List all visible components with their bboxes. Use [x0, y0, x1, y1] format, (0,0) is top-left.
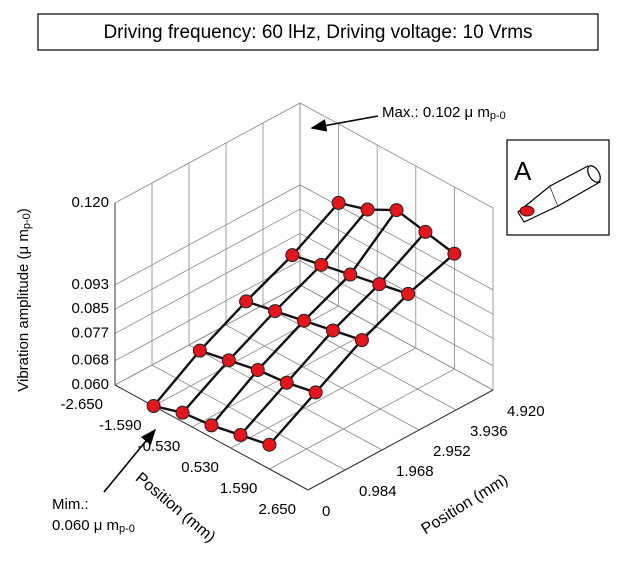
probe-end — [587, 165, 601, 183]
data-point — [331, 195, 346, 210]
data-point — [192, 343, 207, 358]
x-tick-label: 0.530 — [181, 459, 219, 476]
axis-edge — [307, 389, 494, 491]
data-point — [314, 257, 329, 272]
grid-line — [299, 184, 494, 291]
grid-line — [114, 233, 301, 334]
y-axis-label: Position (mm) — [419, 471, 512, 538]
data-point — [308, 385, 323, 400]
z-tick-label: 0.085 — [71, 300, 109, 317]
max-annotation-main: Max.: 0.102 μ m — [382, 104, 490, 121]
max-annotation: Max.: 0.102 μ mp-0 — [382, 104, 506, 122]
grid-line — [225, 324, 420, 431]
x-tick-label: 1.590 — [220, 480, 258, 497]
inset-label: A — [514, 156, 532, 186]
data-point — [279, 375, 294, 390]
y-tick-label: 1.968 — [396, 463, 434, 480]
data-point — [268, 304, 283, 319]
z-axis-label-end: ) — [15, 208, 32, 213]
z-tick-label: 0.077 — [71, 324, 109, 341]
grid-line — [299, 102, 494, 209]
data-point — [239, 294, 254, 309]
chart-title: Driving frequency: 60 lHz, Driving volta… — [103, 22, 532, 43]
x-axis-label: Position (mm) — [132, 470, 219, 546]
max-annotation-sub: p-0 — [490, 110, 506, 122]
y-tick-label: 2.952 — [433, 443, 471, 460]
x-tick-label: -1.590 — [99, 417, 142, 434]
data-point — [447, 246, 462, 261]
grid-line — [262, 304, 457, 411]
grid-line — [299, 284, 494, 391]
y-tick-label: 0 — [322, 503, 330, 520]
min-annotation: Mim.: — [52, 496, 89, 513]
grid-line — [114, 284, 301, 386]
min-annotation-value: 0.060 μ mp-0 — [52, 517, 135, 535]
data-point — [262, 437, 277, 452]
grid-line — [151, 364, 346, 471]
grid-line — [114, 208, 301, 310]
z-axis-label: Vibration amplitude (μ mp-0) — [15, 208, 33, 392]
grid-line — [188, 344, 383, 451]
data-point — [175, 405, 190, 420]
data-point — [401, 286, 416, 301]
y-tick-label: 0.984 — [359, 483, 397, 500]
z-axis-label-sub: p-0 — [21, 213, 33, 229]
y-tick-label: 3.936 — [470, 423, 508, 440]
data-point — [250, 363, 265, 378]
grid-line — [230, 347, 416, 449]
grid-line — [299, 233, 494, 339]
data-point — [354, 333, 369, 348]
z-tick-label: 0.120 — [71, 194, 109, 211]
z-axis-label-main: Vibration amplitude (μ m — [15, 229, 32, 392]
x-tick-label: -0.530 — [138, 438, 181, 455]
data-point — [297, 313, 311, 328]
grid-line — [299, 260, 494, 367]
min-annotation-main: 0.060 μ m — [52, 517, 119, 534]
z-tick-label: 0.068 — [71, 352, 109, 369]
x-tick-label: 2.650 — [258, 501, 296, 518]
probe-spot — [519, 205, 535, 217]
surface — [146, 195, 462, 452]
z-tick-label: 0.060 — [71, 376, 109, 393]
data-point — [146, 399, 161, 413]
data-point — [204, 418, 219, 433]
max-arrow — [310, 115, 379, 132]
grid-line — [299, 208, 494, 315]
axis-edge — [114, 384, 309, 491]
x-tick-label: -2.650 — [60, 396, 103, 413]
data-point — [221, 353, 236, 368]
min-arrow — [103, 428, 157, 493]
data-point — [233, 428, 248, 443]
data-point — [343, 267, 358, 282]
data-point — [360, 202, 375, 217]
z-tick-label: 0.093 — [71, 276, 109, 293]
grid-line — [269, 368, 455, 470]
inset: A — [506, 139, 610, 236]
min-annotation-sub: p-0 — [119, 523, 135, 535]
data-point — [372, 277, 387, 292]
title-box — [37, 13, 599, 51]
data-point — [418, 224, 433, 239]
surface-line — [268, 252, 456, 446]
grid-line — [114, 184, 301, 286]
data-point — [325, 323, 340, 338]
grid-line — [114, 102, 301, 204]
data-point — [389, 203, 404, 218]
data-point — [285, 248, 300, 263]
y-tick-label: 4.920 — [507, 403, 545, 420]
